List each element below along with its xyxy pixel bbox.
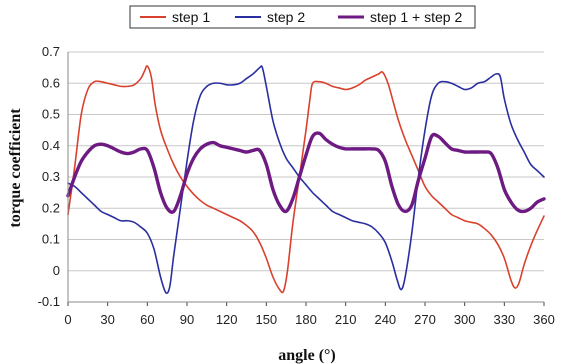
series-layer: [66, 65, 546, 294]
y-tick-label: 0: [53, 263, 60, 278]
x-tick-label: 270: [414, 312, 436, 327]
x-tick-label: 150: [255, 312, 277, 327]
y-tick-label: 0.3: [42, 169, 60, 184]
x-tick-label: 300: [454, 312, 476, 327]
axis-layer: -0.1 0 0.1 0.2 0.3 0.4 0.5 0.6 0.7 0 30 60 90 120 150 1…: [38, 44, 555, 327]
x-tick-label: 30: [100, 312, 114, 327]
series-line-step-1: [67, 65, 545, 294]
y-tick-label: 0.7: [42, 44, 60, 59]
x-axis-title: angle (°): [278, 347, 336, 364]
x-tick-label: 120: [216, 312, 238, 327]
y-tick-label: 0.2: [42, 200, 60, 215]
legend-label-step-1-step-2: step 1 + step 2: [370, 9, 462, 25]
y-axis-title: torque coefficient: [7, 108, 24, 228]
legend: step 1 step 2 step 1 + step 2: [129, 5, 476, 29]
y-tick-label: 0.4: [42, 138, 60, 153]
x-tick-label: 60: [140, 312, 154, 327]
y-tick-label: 0.6: [42, 75, 60, 90]
x-tick-label: 330: [493, 312, 515, 327]
x-tick-label: 360: [533, 312, 555, 327]
legend-label-step-2: step 2: [267, 9, 305, 25]
legend-box: [129, 5, 476, 29]
x-tick-label: 180: [295, 312, 317, 327]
x-tick-label: 210: [335, 312, 357, 327]
y-tick-label: -0.1: [38, 294, 60, 309]
x-tick-label: 90: [180, 312, 194, 327]
grid-lines: [68, 51, 544, 303]
y-tick-label: 0.5: [42, 107, 60, 122]
series-line-step-1-step-2: [66, 131, 546, 214]
y-tick-label: 0.1: [42, 232, 60, 247]
legend-label-step-1: step 1: [172, 9, 210, 25]
series-line-step-2: [67, 65, 545, 294]
x-tick-label: 240: [374, 312, 396, 327]
x-tick-label: 0: [64, 312, 71, 327]
